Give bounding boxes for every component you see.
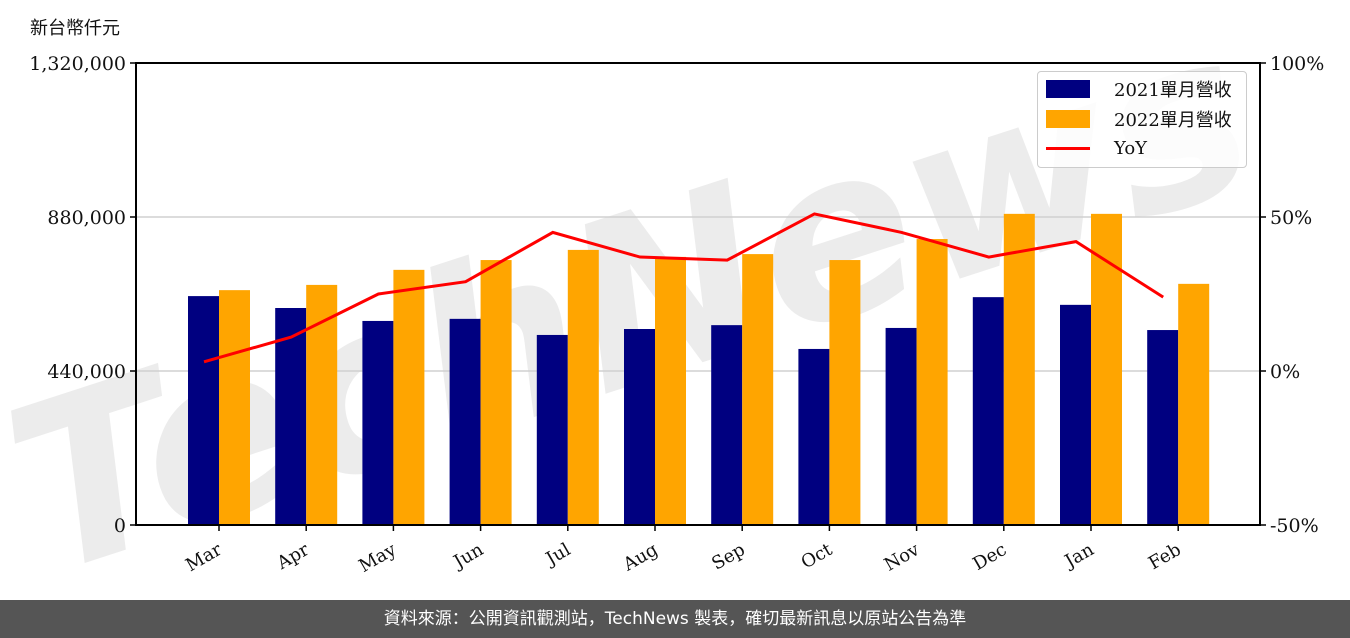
- bar-2021-jun: [449, 318, 481, 525]
- bar-2022-jan: [1091, 213, 1122, 525]
- x-tick-label: Dec: [969, 539, 1010, 575]
- legend: 2021單月營收 2022單月營收 YoY: [1037, 71, 1247, 168]
- source-footer: 資料來源：公開資訊觀測站，TechNews 製表，確切最新訊息以原站公告為準: [0, 600, 1350, 638]
- y-axis-unit-label: 新台幣仟元: [30, 18, 120, 39]
- y2-tick-label: 50%: [1270, 207, 1312, 229]
- x-tick-label: Jul: [541, 539, 575, 571]
- bar-2021-may: [362, 320, 394, 525]
- legend-label-yoy: YoY: [1114, 137, 1148, 159]
- y-tick-label: 440,000: [47, 361, 126, 383]
- bar-2021-apr: [275, 308, 307, 525]
- x-tick-label: Feb: [1145, 539, 1185, 574]
- bar-2022-feb: [1178, 283, 1210, 525]
- legend-line-yoy: [1046, 146, 1090, 150]
- bar-2022-apr: [306, 284, 338, 525]
- bar-2022-nov: [916, 239, 948, 526]
- bar-2022-dec: [1003, 213, 1035, 525]
- legend-swatch-2021: [1046, 80, 1090, 98]
- bar-2022-sep: [742, 254, 774, 525]
- y-tick-label: 880,000: [47, 207, 126, 229]
- y2-tick-label: 100%: [1270, 53, 1324, 75]
- bar-2022-oct: [829, 260, 861, 525]
- bar-2021-mar: [188, 296, 219, 525]
- y-tick-label: 1,320,000: [29, 53, 126, 75]
- y2-tick-label: -50%: [1270, 515, 1319, 537]
- bar-2022-aug: [655, 256, 686, 525]
- bar-2021-dec: [972, 297, 1004, 525]
- bar-2022-jul: [567, 249, 599, 525]
- x-tick-label: Aug: [619, 539, 662, 576]
- x-tick-label: Sep: [708, 539, 748, 574]
- x-tick-label: Jan: [1060, 539, 1098, 573]
- legend-label-2022: 2022單月營收: [1114, 110, 1232, 131]
- bar-2021-aug: [624, 329, 655, 525]
- yoy-line: [203, 212, 1165, 364]
- legend-label-2021: 2021單月營收: [1114, 80, 1232, 101]
- bar-2021-oct: [798, 348, 830, 525]
- x-tick-label: Oct: [798, 539, 837, 574]
- bar-2021-nov: [885, 327, 917, 525]
- x-tick-label: Jun: [449, 539, 488, 574]
- bar-2021-sep: [711, 325, 743, 525]
- bar-2022-may: [393, 269, 425, 525]
- legend-item-2021: 2021單月營收: [1046, 76, 1232, 102]
- y-tick-label: 0: [114, 515, 126, 537]
- bar-2021-jul: [536, 334, 568, 525]
- x-tick-label: Nov: [881, 539, 924, 576]
- bar-2021-feb: [1147, 330, 1179, 525]
- x-tick-label: May: [355, 539, 400, 577]
- legend-swatch-2022: [1046, 110, 1090, 128]
- y2-tick-label: 0%: [1270, 361, 1300, 383]
- bar-2021-jan: [1060, 304, 1091, 525]
- plot-frame: [135, 62, 1261, 526]
- legend-item-2022: 2022單月營收: [1046, 106, 1232, 132]
- bar-2022-jun: [480, 260, 512, 525]
- bar-2022-mar: [219, 290, 250, 525]
- legend-item-yoy: YoY: [1046, 135, 1147, 161]
